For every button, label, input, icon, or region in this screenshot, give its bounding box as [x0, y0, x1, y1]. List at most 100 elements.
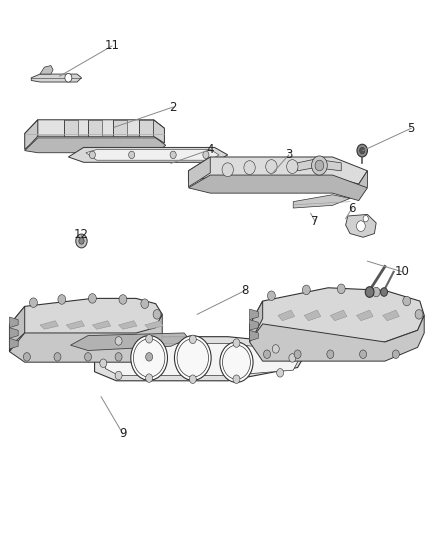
Circle shape: [222, 163, 233, 176]
Polygon shape: [10, 328, 18, 338]
Circle shape: [264, 350, 271, 359]
Polygon shape: [10, 306, 25, 352]
Polygon shape: [71, 333, 188, 351]
Circle shape: [337, 284, 345, 294]
Circle shape: [363, 215, 368, 222]
Polygon shape: [40, 66, 53, 74]
Text: 6: 6: [348, 201, 356, 214]
Polygon shape: [359, 171, 367, 199]
Circle shape: [381, 288, 388, 296]
Polygon shape: [106, 344, 300, 375]
Circle shape: [223, 345, 251, 379]
Polygon shape: [250, 301, 263, 342]
Circle shape: [76, 234, 87, 248]
Circle shape: [315, 160, 324, 171]
Polygon shape: [250, 288, 424, 349]
Circle shape: [115, 337, 122, 345]
Polygon shape: [10, 298, 162, 341]
Circle shape: [146, 374, 152, 382]
Polygon shape: [88, 120, 102, 136]
Circle shape: [360, 350, 367, 359]
Circle shape: [141, 299, 149, 309]
Text: 9: 9: [119, 427, 127, 440]
Circle shape: [134, 339, 165, 377]
Polygon shape: [250, 320, 258, 330]
Circle shape: [153, 310, 161, 319]
Circle shape: [189, 375, 196, 383]
Text: 8: 8: [241, 284, 249, 297]
Polygon shape: [10, 314, 162, 362]
Polygon shape: [357, 310, 373, 321]
Circle shape: [287, 160, 298, 173]
Circle shape: [311, 156, 327, 175]
Circle shape: [268, 291, 276, 301]
Circle shape: [357, 144, 367, 157]
Polygon shape: [25, 120, 38, 150]
Circle shape: [174, 336, 211, 380]
Polygon shape: [330, 310, 347, 321]
Circle shape: [272, 345, 279, 353]
Polygon shape: [293, 195, 350, 208]
Polygon shape: [68, 148, 228, 163]
Circle shape: [189, 335, 196, 344]
Circle shape: [220, 342, 253, 382]
Circle shape: [146, 335, 152, 343]
Circle shape: [233, 339, 240, 348]
Polygon shape: [66, 321, 85, 329]
Circle shape: [177, 339, 208, 377]
Polygon shape: [278, 310, 294, 321]
Circle shape: [29, 298, 37, 308]
Circle shape: [115, 371, 122, 379]
Circle shape: [302, 285, 310, 295]
Circle shape: [365, 287, 374, 297]
Polygon shape: [86, 150, 219, 160]
Circle shape: [129, 151, 135, 159]
Polygon shape: [10, 317, 18, 328]
Circle shape: [392, 350, 399, 359]
Circle shape: [58, 295, 66, 304]
Circle shape: [65, 74, 72, 82]
Circle shape: [119, 295, 127, 304]
Polygon shape: [153, 120, 164, 143]
Polygon shape: [25, 120, 164, 136]
Polygon shape: [250, 316, 424, 361]
Circle shape: [415, 310, 423, 319]
Polygon shape: [188, 157, 367, 184]
Circle shape: [294, 350, 301, 359]
Polygon shape: [95, 337, 306, 381]
Circle shape: [289, 354, 296, 362]
Polygon shape: [304, 310, 321, 321]
Circle shape: [360, 148, 365, 154]
Polygon shape: [383, 310, 399, 321]
Polygon shape: [119, 321, 137, 329]
Text: 3: 3: [285, 148, 293, 161]
Circle shape: [89, 151, 95, 159]
Circle shape: [23, 353, 30, 361]
Circle shape: [131, 336, 167, 380]
Circle shape: [403, 296, 411, 306]
Circle shape: [88, 294, 96, 303]
Polygon shape: [297, 159, 341, 171]
Circle shape: [203, 151, 209, 159]
Polygon shape: [113, 120, 127, 136]
Circle shape: [277, 368, 284, 377]
Circle shape: [54, 353, 61, 361]
Circle shape: [357, 221, 365, 231]
Polygon shape: [139, 120, 152, 136]
Text: 5: 5: [407, 122, 415, 135]
Text: 4: 4: [207, 143, 214, 156]
Polygon shape: [64, 120, 78, 136]
Circle shape: [115, 353, 122, 361]
Polygon shape: [31, 74, 81, 82]
Text: 7: 7: [311, 215, 319, 228]
Circle shape: [100, 359, 107, 368]
Polygon shape: [346, 214, 376, 237]
Polygon shape: [10, 338, 18, 349]
Polygon shape: [188, 157, 210, 187]
Circle shape: [266, 160, 277, 173]
Circle shape: [170, 151, 176, 159]
Circle shape: [244, 161, 255, 174]
Polygon shape: [40, 321, 58, 329]
Polygon shape: [92, 321, 111, 329]
Circle shape: [85, 353, 92, 361]
